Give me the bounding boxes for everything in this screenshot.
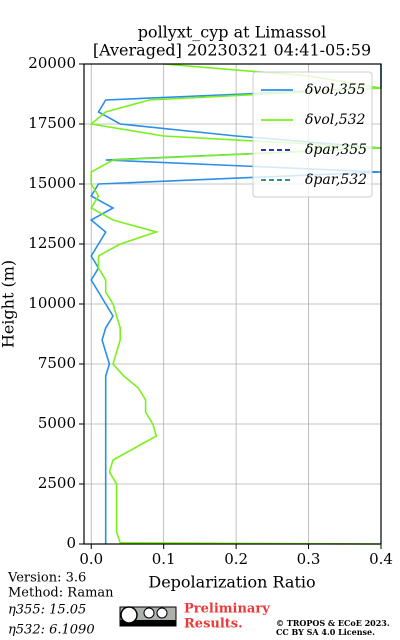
eta532: η532: 6.1090 [8,623,95,638]
cc-logo [119,606,177,627]
x-tick-label: 0.2 [224,550,248,568]
legend-label: δvol,532 [305,112,366,128]
preliminary: Preliminary [184,602,270,617]
x-tick-label: 0.3 [297,550,321,568]
y-tick-label: 15000 [28,174,76,192]
y-tick-label: 7500 [38,354,76,372]
y-tick-label: 17500 [28,114,76,132]
method: Method: Raman [8,586,114,601]
x-tick-label: 0.4 [369,550,393,568]
preliminary: Results. [184,617,243,632]
y-tick-label: 2500 [38,474,76,492]
legend-label: δpar,355 [305,142,367,158]
y-tick-label: 10000 [28,294,76,312]
license: CC BY SA 4.0 License. [276,627,375,637]
x-tick-label: 0.1 [152,550,176,568]
y-tick-label: 5000 [38,414,76,432]
version: Version: 3.6 [7,571,86,586]
chart-title: pollyxt_cyp at Limassol [138,23,327,42]
plot-frame [83,63,382,545]
y-tick-label: 0 [66,534,76,552]
x-tick-label: 0.0 [79,550,103,568]
eta355: η355: 15.05 [8,603,86,618]
chart-subtitle: [Averaged] 20230321 04:41-05:59 [93,41,371,60]
legend-box [252,71,373,198]
y-tick-label: 20000 [28,54,76,72]
y-tick-label: 12500 [28,234,76,252]
legend-label: δvol,355 [305,82,366,98]
license: © TROPOS & ECoE 2023. [276,618,390,628]
y-axis-label: Height (m) [0,260,18,348]
x-axis-label: Depolarization Ratio [148,573,315,592]
legend-label: δpar,532 [305,172,367,188]
